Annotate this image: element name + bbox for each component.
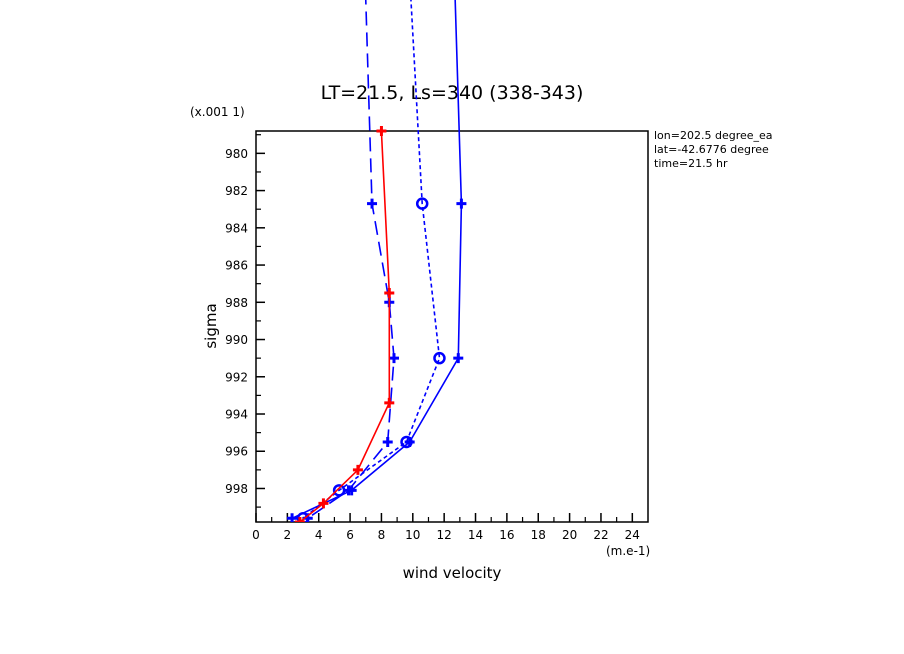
y-tick-label: 988 [225,296,248,310]
info-time: time=21.5 hr [654,157,728,170]
series-3-point [346,485,357,496]
series-4-point [376,126,387,136]
y-tick-label: 990 [225,333,248,347]
x-axis-title: wind velocity [403,564,502,582]
series-2-point [415,197,429,210]
x-tick-label: 6 [346,528,354,542]
info-lat: lat=-42.6776 degree [654,143,769,156]
x-tick-label: 18 [531,528,546,542]
y-tick-label: 986 [225,259,248,273]
series-3-point [456,198,467,209]
x-tick-label: 12 [437,528,452,542]
series-line-3 [291,0,463,520]
series-4-point [352,464,363,475]
series-line-4 [299,130,391,522]
x-tick-label: 8 [378,528,386,542]
y-tick-label: 994 [225,408,248,422]
series-4-point [384,397,395,408]
series-layer [287,0,467,522]
series-4-point [318,498,329,509]
series-3-point [404,436,415,447]
y-tick-label: 984 [225,221,248,235]
x-tick-label: 22 [593,528,608,542]
x-unit-label: (m.e-1) [606,544,650,558]
chart-title: LT=21.5, Ls=340 (338-343) [321,82,584,104]
series-1-point [382,436,393,447]
y-tick-label: 996 [225,445,248,459]
series-4-point [294,517,305,522]
x-tick-label: 10 [405,528,420,542]
y-unit-label: (x.001 1) [190,105,245,119]
series-3-point [287,513,298,522]
x-tick-label: 16 [499,528,514,542]
series-1-point [367,198,378,209]
series-4-point [384,287,395,298]
series-line-1 [307,0,395,519]
y-tick-label: 992 [225,370,248,384]
x-tick-label: 24 [625,528,640,542]
plot-frame [255,130,649,523]
x-tick-label: 0 [252,528,260,542]
y-tick-label: 980 [225,147,248,161]
series-2-point [433,351,446,365]
x-tick-label: 4 [315,528,323,542]
series-1-point [388,353,399,364]
y-axis-title: sigma [202,303,220,348]
info-lon: lon=202.5 degree_ea [654,129,773,142]
axes-layer: 0 2 4 6 8 10 12 14 16 18 20 22 249809829849869889909… [225,134,640,542]
y-tick-label: 998 [225,482,248,496]
x-tick-label: 2 [284,528,292,542]
x-tick-label: 20 [562,528,577,542]
y-tick-label: 982 [225,184,248,198]
series-3-point [453,353,464,364]
x-tick-label: 14 [468,528,483,542]
